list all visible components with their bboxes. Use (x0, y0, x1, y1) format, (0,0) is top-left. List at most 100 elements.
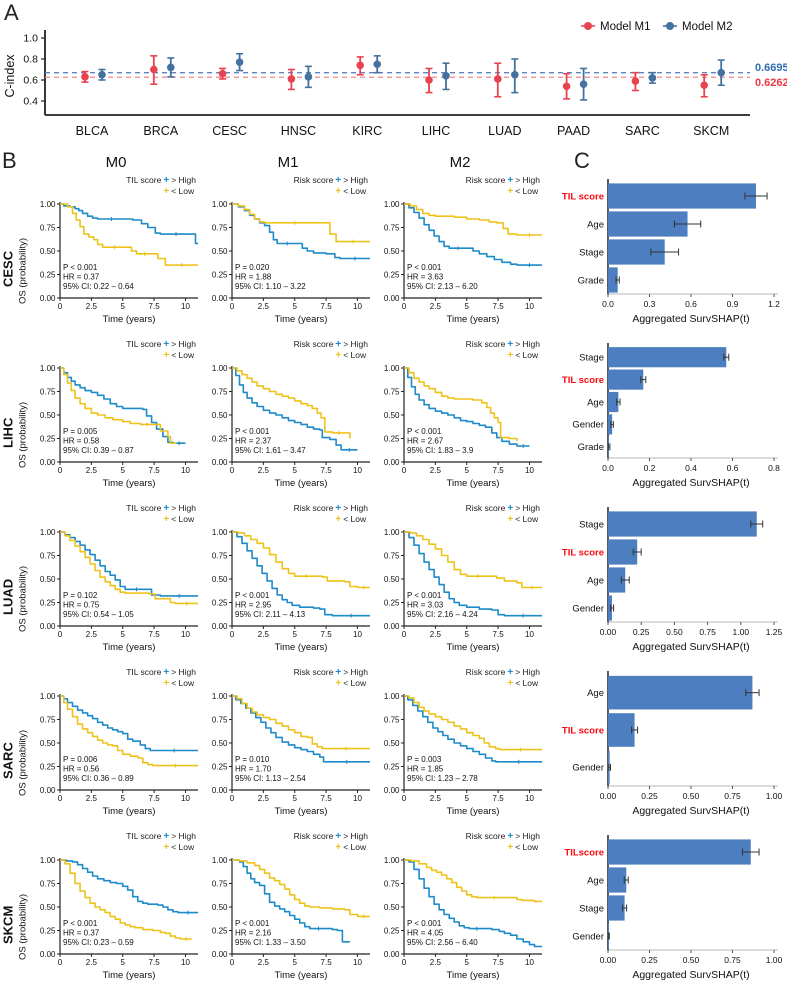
svg-text:5: 5 (465, 466, 470, 475)
svg-text:0.25: 0.25 (40, 926, 56, 935)
os-probability-label: OS (probability) (17, 566, 29, 632)
km-stats-line: HR = 3.63 (407, 273, 444, 282)
svg-text:1.00: 1.00 (766, 955, 783, 965)
forest-point-SKCM-m1 (700, 73, 708, 98)
survshap-feature-label: TIL score (562, 375, 604, 386)
os-probability-label: OS (probability) (17, 894, 29, 960)
os-probability-label: OS (probability) (17, 402, 29, 468)
svg-text:1.00: 1.00 (212, 856, 228, 865)
km-curve-high (404, 203, 542, 268)
km-legend-label: < Low (515, 842, 539, 853)
plus-marker-icon: + (335, 174, 342, 186)
svg-text:0.50: 0.50 (40, 411, 56, 420)
km-stats-line: 95% CI: 1.61 – 3.47 (235, 446, 306, 455)
km-legend-label: < Low (171, 514, 195, 525)
svg-text:2.5: 2.5 (258, 466, 270, 475)
km-legend: Risk score + > High + < Low (294, 503, 368, 526)
km-legend-label: < Low (343, 842, 367, 853)
svg-text:0: 0 (230, 466, 235, 475)
svg-text:0: 0 (58, 466, 63, 475)
plus-marker-icon: + (507, 666, 514, 678)
survshap-bar-til-score (608, 713, 639, 747)
svg-text:0.0: 0.0 (602, 299, 614, 309)
km-stats-line: HR = 4.05 (407, 929, 444, 938)
svg-text:0.50: 0.50 (40, 247, 56, 256)
survshap-bar-gender (608, 750, 611, 785)
svg-text:1.00: 1.00 (733, 627, 750, 637)
survshap-svg-CESC: TIL score Age Stage Grade 0.0 0.3 0.6 0.9 1.2 Agg… (562, 179, 780, 325)
km-stats-line: 95% CI: 0.36 – 0.89 (63, 774, 134, 783)
km-stats-line: HR = 0.75 (63, 601, 100, 610)
survshap-bar-gender (608, 595, 615, 621)
km-legend-label: > High (515, 667, 540, 677)
panel-c-label: C (574, 148, 590, 173)
km-legend-title: TIL score (126, 339, 162, 349)
row-label-SKCM: SKCM (0, 905, 16, 945)
svg-text:0: 0 (230, 630, 235, 639)
svg-text:0.25: 0.25 (212, 926, 228, 935)
forest-point-BLCA-m2 (98, 68, 106, 81)
km-row-SARC: SARC OS (probability) TIL score + > High + < L… (0, 666, 546, 830)
forest-point-SKCM-m2 (717, 59, 725, 87)
svg-text:0: 0 (58, 630, 63, 639)
km-row-CESC: CESC OS (probability) TIL score + > High + < L… (0, 174, 546, 338)
survshap-feature-label: Grade (578, 442, 604, 453)
km-legend-title: Risk score (293, 503, 334, 513)
svg-text:0.00: 0.00 (600, 955, 617, 965)
km-svg-SKCM-M2: 1.00 0.75 0.50 0.25 0.000 2.5 5 7.5 10 Time (year… (384, 856, 542, 981)
survshap-bar-til-score (608, 369, 647, 390)
km-xlabel: Time (years) (275, 806, 328, 817)
svg-text:0.75: 0.75 (384, 223, 400, 232)
km-legend-label: < Low (515, 678, 539, 689)
plus-marker-icon: + (507, 678, 514, 690)
svg-text:0.25: 0.25 (384, 762, 400, 771)
km-curve-low (404, 859, 542, 903)
svg-text:10: 10 (181, 466, 190, 475)
svg-text:0.25: 0.25 (40, 434, 56, 443)
km-legend-title: TIL score (126, 175, 162, 185)
km-legend-entry-high: + > High (333, 503, 368, 514)
km-stats-line: P < 0.001 (63, 919, 98, 928)
plus-marker-icon: + (163, 666, 170, 678)
svg-text:0.75: 0.75 (212, 551, 228, 560)
svg-text:0.25: 0.25 (641, 791, 658, 801)
survshap-bar-grade (607, 436, 611, 457)
svg-text:7.5: 7.5 (493, 466, 505, 475)
forest-category-LIHC: LIHC (422, 124, 450, 138)
km-stats-line: 95% CI: 1.10 – 3.22 (235, 282, 306, 291)
km-curve-high (232, 367, 358, 452)
km-plot-CESC-M1: Risk score + > High + < Low 1.00 0.75 0.50 0.25 0… (202, 174, 374, 338)
km-svg-CESC-M2: 1.00 0.75 0.50 0.25 0.000 2.5 5 7.5 10 Time (year… (384, 200, 542, 325)
panel-b-km-grid: B M0 M1 M2 CESC OS (probability) TIL score… (0, 150, 546, 996)
svg-text:0.75: 0.75 (212, 387, 228, 396)
svg-text:0.50: 0.50 (384, 411, 400, 420)
km-stats-line: HR = 0.58 (63, 437, 100, 446)
km-legend-entry-high: + > High (333, 667, 368, 678)
svg-text:0.0: 0.0 (602, 463, 614, 473)
plus-marker-icon: + (507, 174, 514, 186)
svg-text:1.00: 1.00 (384, 528, 400, 537)
svg-text:0.75: 0.75 (40, 551, 56, 560)
svg-text:0.00: 0.00 (384, 458, 400, 467)
svg-text:1.00: 1.00 (212, 692, 228, 701)
svg-text:2.5: 2.5 (258, 630, 270, 639)
plus-marker-icon: + (507, 186, 514, 198)
km-legend-entry-high: + > High (161, 339, 196, 350)
km-stats-line: 95% CI: 0.39 – 0.87 (63, 446, 134, 455)
forest-category-HNSC: HNSC (281, 124, 316, 138)
svg-text:0.00: 0.00 (384, 786, 400, 795)
os-probability-label: OS (probability) (17, 730, 29, 796)
km-legend-label: > High (343, 667, 368, 677)
row-label-CESC: CESC (0, 250, 16, 288)
svg-text:5: 5 (121, 630, 126, 639)
svg-text:0.50: 0.50 (384, 575, 400, 584)
forest-ylabel: C-index (3, 54, 17, 98)
km-xlabel: Time (years) (447, 642, 500, 653)
km-stats-line: 95% CI: 1.83 – 3.9 (407, 446, 474, 455)
svg-text:0.25: 0.25 (384, 598, 400, 607)
plus-marker-icon: + (335, 830, 342, 842)
svg-text:2.5: 2.5 (86, 794, 98, 803)
km-svg-LIHC-M1: 1.00 0.75 0.50 0.25 0.000 2.5 5 7.5 10 Time (year… (212, 364, 370, 489)
km-curve-high (232, 203, 370, 261)
